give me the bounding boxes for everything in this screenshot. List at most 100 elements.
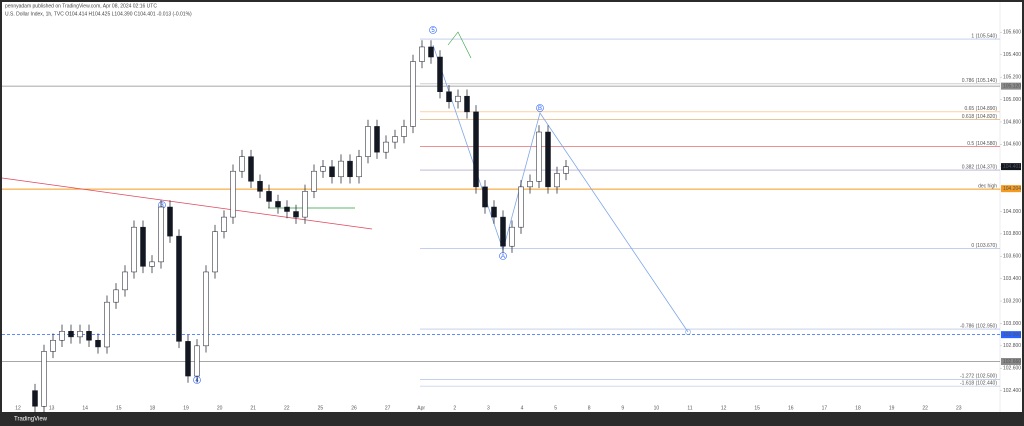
x-tick-label: 21 (250, 405, 256, 411)
x-tick-label: 18 (150, 405, 156, 411)
candle-body (464, 95, 470, 113)
candle-body (347, 160, 353, 178)
candle-body (221, 216, 227, 232)
candle-body (482, 186, 488, 208)
price-badge-label: 105.120 (1003, 83, 1021, 89)
candle-body (239, 156, 245, 172)
x-tick-label: 8 (588, 405, 591, 411)
candle-body (320, 166, 326, 172)
wave-markers: 5 3 4 B A (158, 26, 544, 384)
level-label: 0.65 (104.890) (964, 106, 997, 112)
candle-body (194, 345, 200, 377)
candle-body (545, 131, 551, 188)
x-tick-label: 9 (621, 405, 624, 411)
y-tick-label: 103.200 (1003, 298, 1021, 304)
x-tick-label: 22 (922, 405, 928, 411)
candle-body (104, 301, 110, 348)
candle-body (419, 46, 425, 62)
candle-body (32, 390, 38, 407)
level-label: -1.618 (102.440) (960, 380, 997, 386)
wave-label: B (538, 106, 542, 112)
candle-body (167, 206, 173, 237)
y-tick-label: 102.600 (1003, 366, 1021, 372)
price-badge (1001, 82, 1021, 90)
price-badge-label: 104.401 (1003, 164, 1021, 170)
y-tick-label: 105.200 (1003, 74, 1021, 80)
level-label: -0.786 (102.950) (960, 323, 997, 329)
candle-body (275, 201, 281, 208)
candle-body (302, 191, 308, 218)
x-tick-label: 27 (385, 405, 391, 411)
level-label: 1 (105.540) (971, 33, 997, 39)
candle-body (212, 231, 218, 273)
candle-body (428, 46, 434, 58)
candle-body (122, 271, 128, 291)
candle-body (446, 91, 452, 103)
y-tick-label: 104.000 (1003, 209, 1021, 215)
candle-body (401, 126, 407, 137)
brand: TradingView (14, 417, 48, 423)
x-tick-label: 5 (554, 405, 557, 411)
y-tick-label: 104.800 (1003, 119, 1021, 125)
x-tick-label: 13 (49, 405, 55, 411)
candle-body (410, 61, 416, 127)
candle-body (311, 170, 317, 192)
candle-body (68, 331, 74, 338)
y-tick-label: 102.800 (1003, 343, 1021, 349)
candle-body (176, 235, 182, 342)
candle-body (509, 226, 515, 247)
candle-body (518, 186, 524, 228)
x-tick-label: Apr (417, 405, 425, 411)
trend-line (1, 177, 373, 230)
x-tick-label: 19 (889, 405, 895, 411)
candle-body (50, 339, 56, 352)
candle-body (203, 271, 209, 347)
x-tick-label: 26 (351, 405, 357, 411)
chart-subtitle: U.S. Dollar Index, 1h, TVC O104.414 H104… (5, 11, 192, 17)
candle-body (230, 170, 236, 218)
wave-circle (536, 104, 544, 112)
x-tick-label: 12 (721, 405, 727, 411)
x-tick-label: 10 (654, 405, 660, 411)
candle-body (266, 191, 272, 202)
x-tick-label: 4 (521, 405, 524, 411)
level-label: 0.5 (104.580) (967, 141, 997, 147)
candle-body (41, 351, 47, 407)
x-tick-label: 23 (956, 405, 962, 411)
x-tick-label: 19 (183, 405, 189, 411)
x-tick-label: 3 (487, 405, 490, 411)
level-label: -1.272 (102.500) (960, 374, 997, 380)
x-tick-label: 25 (318, 405, 324, 411)
y-tick-label: 102.400 (1003, 388, 1021, 394)
y-tick-label: 105.400 (1003, 52, 1021, 58)
wave-label: A (501, 254, 505, 260)
candle-body (554, 173, 560, 188)
candle-body (113, 289, 119, 303)
candle-body (185, 341, 191, 377)
drawings (1, 31, 691, 335)
y-tick-label: 103.800 (1003, 231, 1021, 237)
candle-body (392, 136, 398, 143)
x-tick-label: 20 (217, 405, 223, 411)
candle-body (149, 261, 155, 267)
candle-body (95, 339, 101, 348)
candle-body (140, 226, 146, 267)
x-tick-label: 15 (754, 405, 760, 411)
candle-body (473, 111, 479, 188)
wave-label: 3 (160, 203, 164, 209)
candle-body (563, 166, 569, 174)
price-badge (1001, 358, 1021, 366)
price-badge (1001, 163, 1021, 171)
candle-body (158, 206, 164, 263)
candle-body (338, 160, 344, 178)
price-badge-label: 102.900 (1003, 332, 1021, 338)
x-tick-label: 12 (15, 405, 21, 411)
candle-body (491, 206, 497, 218)
candle-body (257, 181, 263, 192)
y-tick-label: 103.000 (1003, 321, 1021, 327)
projection-path (432, 44, 689, 333)
x-tick-label: 22 (284, 405, 290, 411)
level-label: 0 (103.670) (971, 243, 997, 249)
candle-body (284, 206, 290, 212)
